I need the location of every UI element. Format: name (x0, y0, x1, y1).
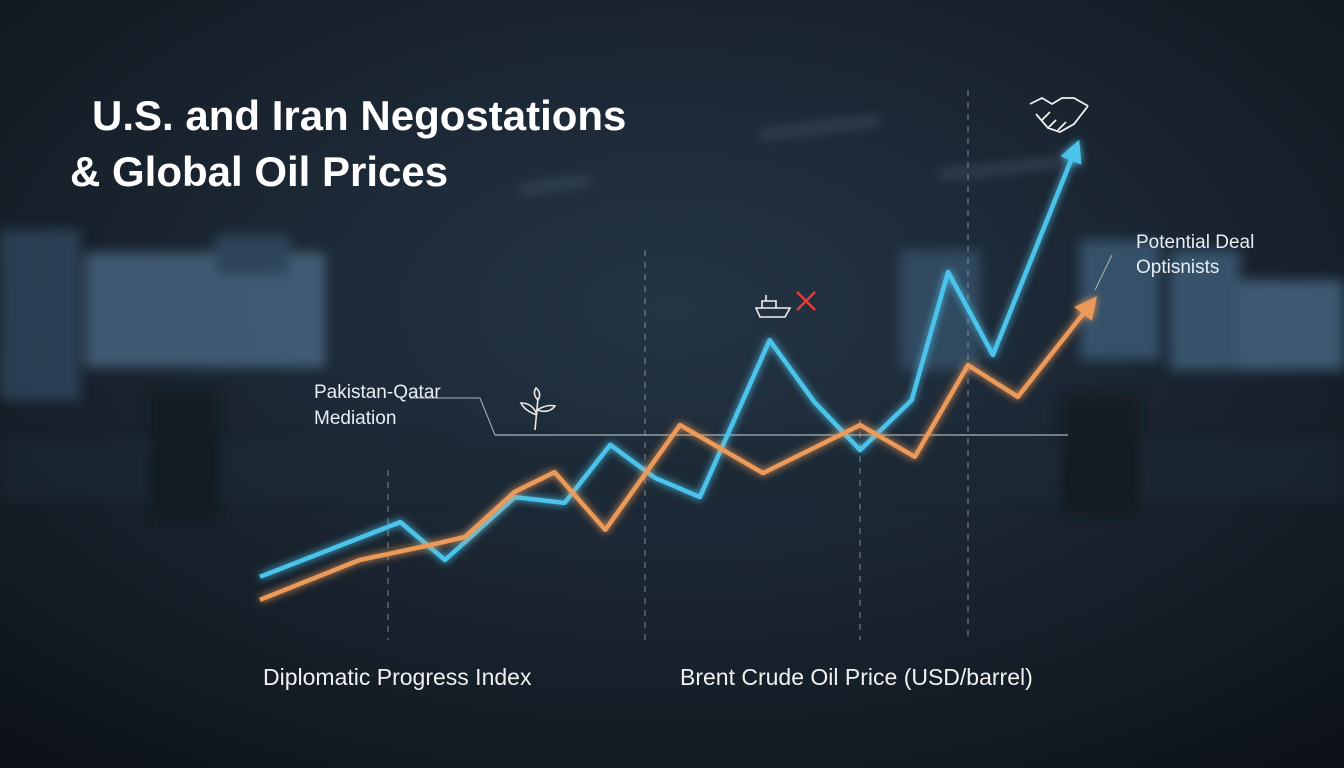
office-backdrop (0, 117, 1344, 520)
series-line (259, 296, 1097, 602)
annotation: Optisnists (1136, 257, 1219, 278)
chart-title: & Global Oil Prices (70, 148, 448, 195)
handshake-icon (1029, 96, 1089, 133)
annotation: Potential Deal (1136, 232, 1254, 253)
chart-title: U.S. and Iran Negostations (92, 92, 626, 139)
leader-line (1094, 254, 1113, 291)
legend-label: Diplomatic Progress Index (263, 664, 532, 690)
legend-label: Brent Crude Oil Price (USD/barrel) (680, 664, 1033, 690)
annotation: Mediation (314, 408, 396, 429)
annotation: Pakistan-Qatar (314, 382, 441, 403)
leader-line (410, 397, 496, 436)
ship-icon (754, 291, 816, 318)
series-line (259, 139, 1082, 579)
sprout-icon (519, 386, 557, 431)
